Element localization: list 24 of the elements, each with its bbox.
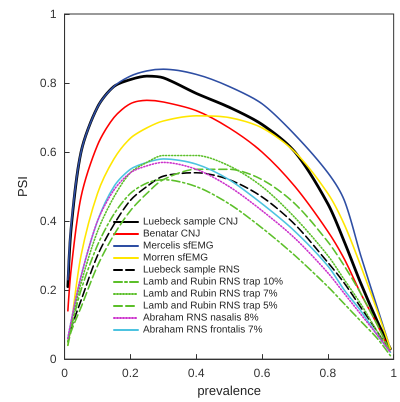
y-tick-label: 0 <box>50 352 57 366</box>
y-tick-label: 0.2 <box>40 283 57 298</box>
legend-label: Luebeck sample CNJ <box>143 216 238 228</box>
legend-label: Morren sfEMG <box>143 252 208 264</box>
y-axis-title: PSI <box>15 176 30 198</box>
x-tick-label: 0.2 <box>122 366 140 380</box>
y-tick-label: 0.6 <box>40 145 57 160</box>
x-tick-label: 1 <box>390 366 398 380</box>
legend-label: Lamb and Rubin RNS trap 7% <box>143 288 278 300</box>
legend-label: Lamb and Rubin RNS trap 5% <box>143 300 278 312</box>
x-tick-label: 0 <box>61 366 68 380</box>
legend-label: Mercelis sfEMG <box>143 240 214 252</box>
x-axis-title: prevalence <box>197 383 261 398</box>
x-tick-label: 0.4 <box>188 366 205 380</box>
y-tick-label: 0.4 <box>40 214 57 228</box>
legend-label: Benatar CNJ <box>143 228 200 240</box>
y-tick-label: 0.8 <box>40 76 57 90</box>
legend-label: Luebeck sample RNS <box>143 264 240 276</box>
legend-label: Abraham RNS frontalis 7% <box>143 324 263 336</box>
legend-label: Lamb and Rubin RNS trap 10% <box>143 276 284 288</box>
x-tick-label: 0.6 <box>254 366 271 380</box>
x-tick-label: 0.8 <box>320 366 337 380</box>
y-tick-label: 1 <box>50 7 57 21</box>
legend-label: Abraham RNS nasalis 8% <box>143 312 259 324</box>
